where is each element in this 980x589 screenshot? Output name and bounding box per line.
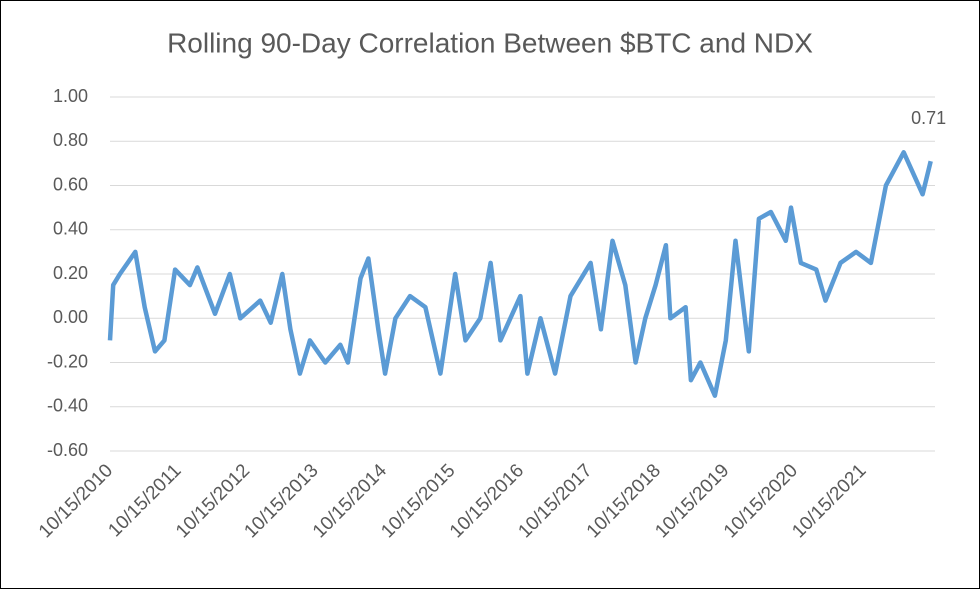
y-tick-label: 1.00 — [53, 86, 88, 106]
y-tick-label: 0.20 — [53, 263, 88, 283]
y-tick-label: 0.00 — [53, 307, 88, 327]
data-label: 0.71 — [911, 108, 946, 128]
y-tick-label: 0.80 — [53, 130, 88, 150]
y-tick-label: -0.40 — [47, 396, 88, 416]
y-tick-label: 0.40 — [53, 219, 88, 239]
y-tick-label: -0.20 — [47, 351, 88, 371]
y-tick-label: 0.60 — [53, 174, 88, 194]
y-tick-label: -0.60 — [47, 440, 88, 460]
chart-title: Rolling 90-Day Correlation Between $BTC … — [167, 27, 813, 58]
data-line — [107, 150, 933, 398]
